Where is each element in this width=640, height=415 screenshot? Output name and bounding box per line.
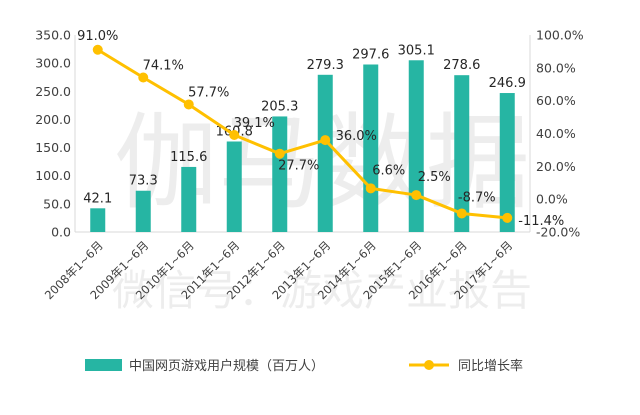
line-point — [183, 99, 194, 110]
growth-line — [96, 48, 508, 220]
legend-line-marker — [424, 360, 434, 370]
y-right-tick-label: 40.0% — [536, 126, 576, 141]
line-value-label: 36.0% — [336, 129, 377, 144]
line-series — [92, 44, 513, 223]
bar — [317, 74, 333, 232]
bar-value-label: 42.1 — [83, 191, 112, 206]
y-right-tick-label: -20.0% — [536, 225, 580, 240]
bar — [272, 116, 288, 232]
bar-value-label: 297.6 — [352, 47, 389, 62]
y-left-tick-label: 300.0 — [35, 56, 71, 71]
line-value-label: 91.0% — [77, 29, 118, 44]
legend: 中国网页游戏用户规模（百万人） 同比增长率 — [85, 358, 523, 374]
bar — [408, 60, 424, 233]
bar — [135, 190, 151, 232]
legend-bar-label: 中国网页游戏用户规模（百万人） — [129, 358, 324, 374]
y-left-tick-label: 150.0 — [35, 140, 71, 155]
bar — [181, 166, 197, 232]
line-point — [365, 183, 376, 194]
bar-value-label: 278.6 — [443, 58, 480, 73]
line-point — [92, 44, 103, 55]
bar — [90, 208, 106, 232]
legend-line-label: 同比增长率 — [458, 358, 523, 374]
axes-layer: 0.0 50.0 100.0 150.0 200.0 250.0 300.0 350.0 -20… — [35, 28, 584, 240]
line-point — [502, 212, 513, 223]
line-point — [456, 208, 467, 219]
line-value-label: 57.7% — [188, 85, 229, 100]
y-right-tick-label: 0.0% — [536, 192, 568, 207]
bar-value-label: 246.9 — [489, 76, 526, 91]
bar-series — [90, 60, 515, 233]
y-left-tick-label: 250.0 — [35, 84, 71, 99]
y-right-tick-label: 20.0% — [536, 159, 576, 174]
line-value-label: 39.1% — [234, 116, 275, 131]
bar-value-label: 115.6 — [170, 150, 207, 165]
line-point — [274, 148, 285, 159]
y-left-tick-label: 0.0 — [51, 225, 71, 240]
y-left-tick-label: 100.0 — [35, 168, 71, 183]
y-right-tick-label: 60.0% — [536, 93, 576, 108]
y-left-tick-label: 50.0 — [43, 196, 71, 211]
line-value-label: 2.5% — [418, 170, 451, 185]
line-value-label: 27.7% — [278, 159, 319, 174]
y-left-tick-label: 200.0 — [35, 112, 71, 127]
bar-value-label: 73.3 — [129, 174, 158, 189]
y-left-tick-label: 350.0 — [35, 28, 71, 43]
legend-bar-swatch — [85, 359, 122, 371]
bar-value-label: 205.3 — [261, 99, 298, 114]
line-labels: 91.0% 74.1% 57.7% 39.1% 27.7% 36.0% 6.6% 2.5% -8… — [77, 29, 564, 229]
line-value-label: 6.6% — [372, 163, 405, 178]
bar-value-label: 305.1 — [398, 43, 435, 58]
bar — [454, 75, 470, 232]
line-value-label: 74.1% — [143, 59, 184, 74]
line-value-label: -8.7% — [458, 190, 496, 205]
watermark-subtitle: 微信号：游戏产业报告 — [112, 266, 532, 315]
bar — [363, 64, 379, 232]
y-right-tick-label: 100.0% — [536, 28, 584, 43]
bar — [499, 93, 515, 232]
line-point — [138, 72, 149, 83]
bar — [226, 141, 242, 232]
y-right-tick-label: 80.0% — [536, 60, 576, 75]
line-point — [411, 190, 422, 201]
line-point — [320, 135, 331, 146]
line-value-label: -11.4% — [518, 214, 564, 229]
bar-value-label: 279.3 — [307, 58, 344, 73]
line-point — [229, 129, 240, 140]
